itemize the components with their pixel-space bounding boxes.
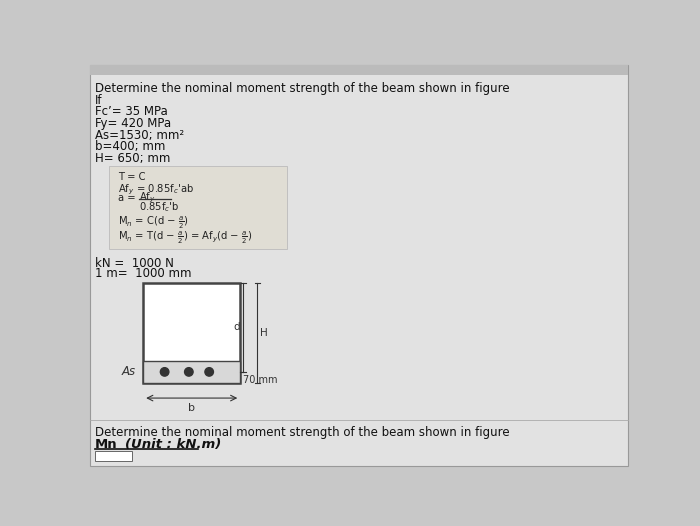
Text: Af$_y$ = 0.85f$_c$'ab: Af$_y$ = 0.85f$_c$'ab xyxy=(118,183,195,197)
Bar xyxy=(144,361,240,383)
Text: H= 650; mm: H= 650; mm xyxy=(95,151,171,165)
Text: T = C: T = C xyxy=(118,171,146,181)
Text: As: As xyxy=(121,366,136,378)
Text: kN =  1000 N: kN = 1000 N xyxy=(95,257,174,270)
Text: 1 m=  1000 mm: 1 m= 1000 mm xyxy=(95,267,192,280)
Bar xyxy=(95,451,132,461)
Text: (Unit : kN.m): (Unit : kN.m) xyxy=(125,438,221,451)
Text: Determine the nominal moment strength of the beam shown in figure: Determine the nominal moment strength of… xyxy=(95,426,510,439)
Text: b=400; mm: b=400; mm xyxy=(95,140,166,153)
Circle shape xyxy=(160,368,169,376)
Bar xyxy=(144,282,240,383)
Text: M$_n$ = T(d $-$ $\frac{a}{2}$) = Af$_y$(d $-$ $\frac{a}{2}$): M$_n$ = T(d $-$ $\frac{a}{2}$) = Af$_y$(… xyxy=(118,229,253,246)
Text: Determine the nominal moment strength of the beam shown in figure: Determine the nominal moment strength of… xyxy=(95,82,510,95)
Text: d: d xyxy=(234,322,240,332)
Bar xyxy=(90,65,628,75)
Text: b: b xyxy=(188,403,195,413)
Text: As=1530; mm²: As=1530; mm² xyxy=(95,128,184,141)
Text: M$_n$ = C(d $-$ $\frac{a}{2}$): M$_n$ = C(d $-$ $\frac{a}{2}$) xyxy=(118,214,190,231)
Circle shape xyxy=(205,368,214,376)
Text: 70 mm: 70 mm xyxy=(244,375,278,385)
Text: 0.85f$_c$'b: 0.85f$_c$'b xyxy=(139,200,179,214)
Text: a =: a = xyxy=(118,193,136,203)
Circle shape xyxy=(185,368,193,376)
Text: H: H xyxy=(260,328,268,338)
Bar xyxy=(109,166,288,249)
Text: Fy= 420 MPa: Fy= 420 MPa xyxy=(95,117,172,130)
Text: If: If xyxy=(95,94,103,107)
Text: Mn: Mn xyxy=(95,438,118,451)
Text: Af$_y$: Af$_y$ xyxy=(139,191,155,205)
Text: Fc’= 35 MPa: Fc’= 35 MPa xyxy=(95,106,168,118)
